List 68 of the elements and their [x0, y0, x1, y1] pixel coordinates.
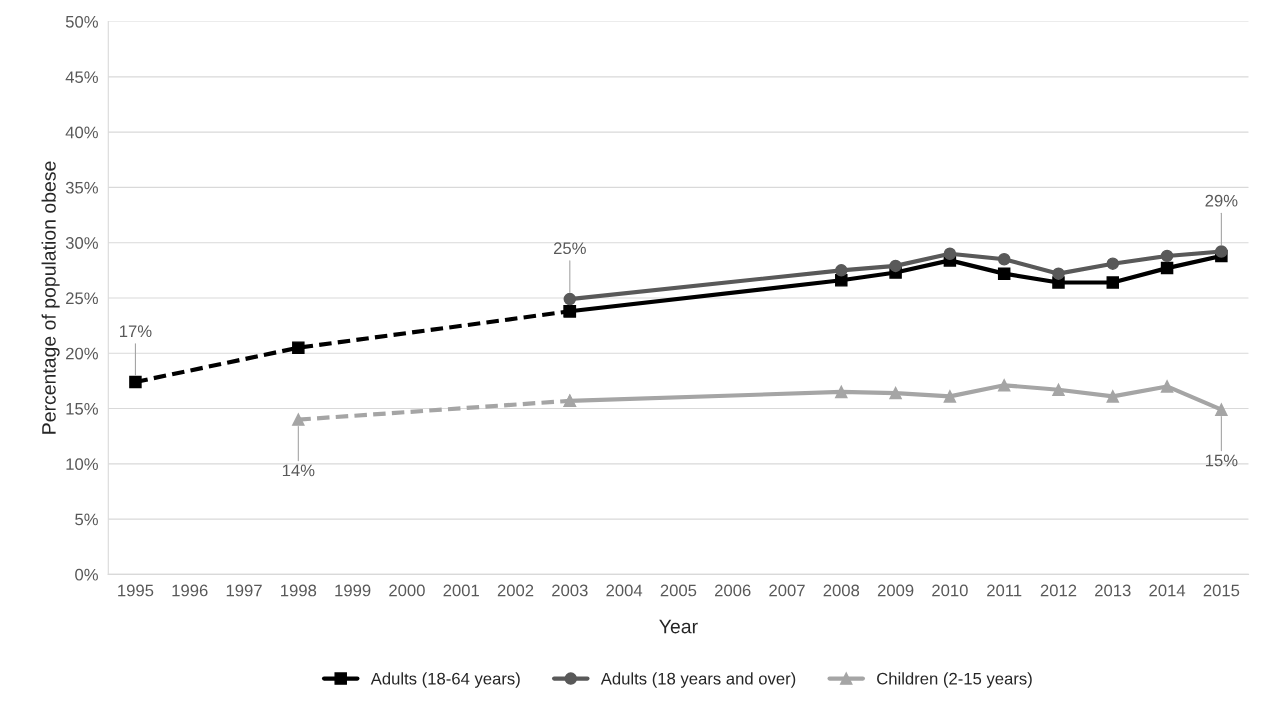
x-tick-label: 2001 [443, 584, 479, 597]
x-tick-label: 2003 [552, 584, 588, 597]
x-tick-label: 2009 [877, 584, 914, 597]
point [1215, 245, 1228, 258]
y-tick-label: 10% [66, 458, 98, 471]
x-tick-label: 2000 [389, 584, 425, 597]
y-tick-label: 25% [66, 292, 98, 305]
x-axis-title: Year [659, 619, 698, 634]
x-tick-label: 2002 [497, 584, 534, 597]
y-tick-label: 35% [65, 181, 98, 194]
x-tick-label: 2012 [1040, 584, 1077, 597]
x-tick-label: 1998 [281, 584, 317, 597]
y-tick-label: 30% [65, 237, 98, 249]
point [997, 267, 1011, 280]
point [1160, 249, 1174, 263]
x-tick-label: 2005 [660, 584, 697, 597]
point [292, 413, 305, 426]
annotation: 25% [553, 242, 586, 255]
point [1052, 267, 1065, 280]
y-tick-label: 15% [66, 403, 98, 415]
point [997, 253, 1011, 266]
point [563, 394, 577, 408]
point [835, 274, 848, 287]
x-tick-label: 2004 [606, 584, 643, 597]
point [563, 304, 577, 318]
x-tick-label: 2013 [1095, 584, 1131, 597]
x-tick-label: 2014 [1149, 584, 1186, 597]
point [943, 390, 957, 403]
legend-label: Adults (18 years and over) [600, 672, 796, 688]
y-tick-label: 40% [65, 126, 98, 139]
annotation: 17% [120, 325, 152, 337]
y-tick-label: 0% [75, 568, 98, 581]
point [943, 247, 957, 260]
legend-label: Children (2-15 years) [877, 672, 1032, 688]
x-tick-label: 2010 [932, 584, 968, 597]
x-tick-label: 1997 [226, 584, 262, 597]
point [1160, 380, 1174, 393]
x-tick-label: 1995 [118, 584, 154, 597]
y-tick-label: 20% [66, 347, 98, 360]
point [889, 386, 902, 400]
point [1106, 390, 1120, 403]
annotation: 15% [1205, 454, 1238, 467]
annotation: 29% [1205, 194, 1238, 207]
y-tick-label: 50% [65, 15, 98, 28]
x-tick-label: 2015 [1203, 584, 1240, 597]
point [889, 259, 902, 273]
point [835, 264, 848, 277]
x-tick-label: 2011 [987, 584, 1022, 597]
x-tick-label: 1996 [172, 584, 208, 597]
point [1160, 261, 1174, 275]
point [1052, 383, 1065, 396]
y-axis-title: Percentage of population obese [41, 161, 60, 434]
x-tick-label: 2007 [769, 584, 805, 597]
point [835, 385, 848, 399]
x-tick-label: 2006 [715, 584, 751, 597]
annotation: 14% [282, 464, 315, 477]
point [292, 341, 305, 354]
y-tick-label: 45% [65, 71, 98, 84]
x-tick-label: 2008 [823, 584, 860, 597]
point [129, 375, 142, 389]
point [1106, 276, 1120, 289]
x-tick-label: 1999 [335, 584, 371, 597]
point [997, 379, 1011, 392]
legend-label: Adults (18-64 years) [370, 672, 520, 688]
point [563, 292, 577, 306]
point [1106, 257, 1120, 270]
point [1215, 403, 1228, 416]
y-tick-label: 5% [75, 513, 98, 526]
